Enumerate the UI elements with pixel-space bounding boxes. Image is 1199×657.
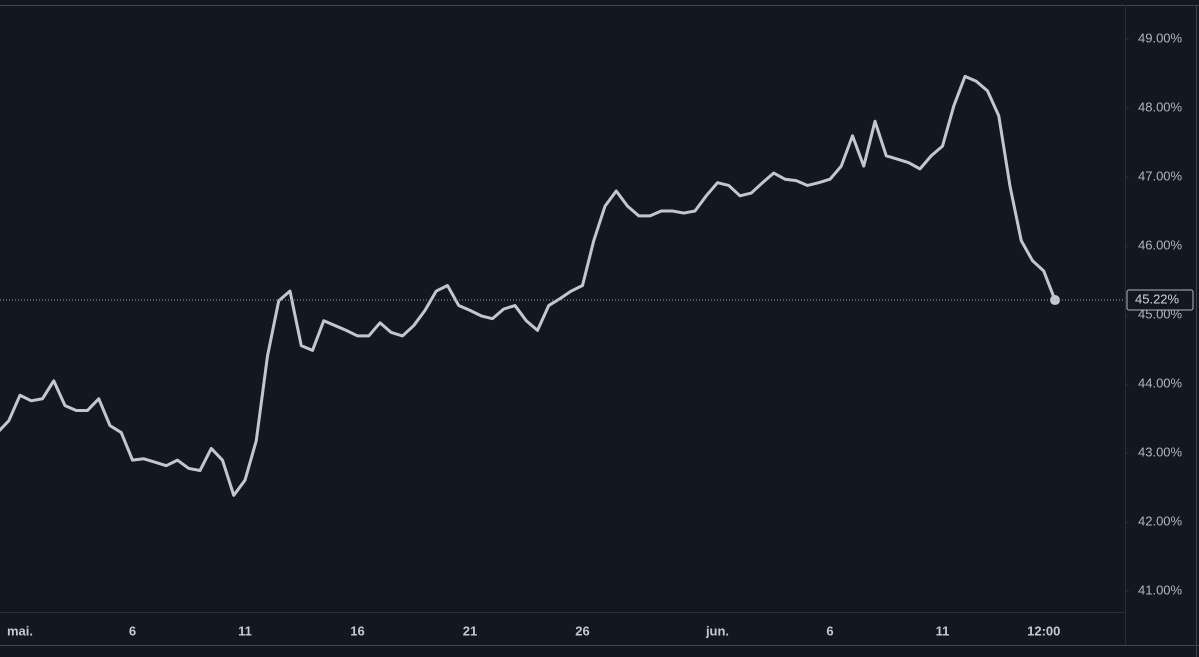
current-value-label: 45.22%	[1135, 291, 1180, 306]
y-tick-label: 49.00%	[1138, 31, 1183, 46]
y-tick-label: 42.00%	[1138, 514, 1183, 529]
x-tick-label: 11	[936, 623, 950, 638]
y-tick-label: 46.00%	[1138, 238, 1183, 253]
y-tick-label: 41.00%	[1138, 583, 1183, 598]
x-tick-label: 6	[129, 623, 136, 638]
y-tick-label: 43.00%	[1138, 445, 1183, 460]
last-point	[1050, 295, 1060, 306]
line	[0, 74, 1057, 497]
current-value-tag	[1126, 289, 1194, 311]
x-tick-label: 21	[463, 623, 477, 638]
y-tick-label: 47.00%	[1138, 169, 1183, 184]
x-tick-label: jun.	[705, 623, 729, 638]
x-tick-label: 26	[575, 623, 589, 638]
x-tick-label: mai.	[7, 623, 33, 638]
x-tick-label: 11	[238, 623, 252, 638]
plot-area	[0, 74, 1060, 497]
y-tick-label: 48.00%	[1138, 100, 1183, 115]
x-tick-label: 12:00	[1027, 623, 1060, 638]
x-tick-label: 6	[826, 623, 833, 638]
x-tick-label: 16	[350, 623, 364, 638]
y-tick-label: 44.00%	[1138, 376, 1183, 391]
